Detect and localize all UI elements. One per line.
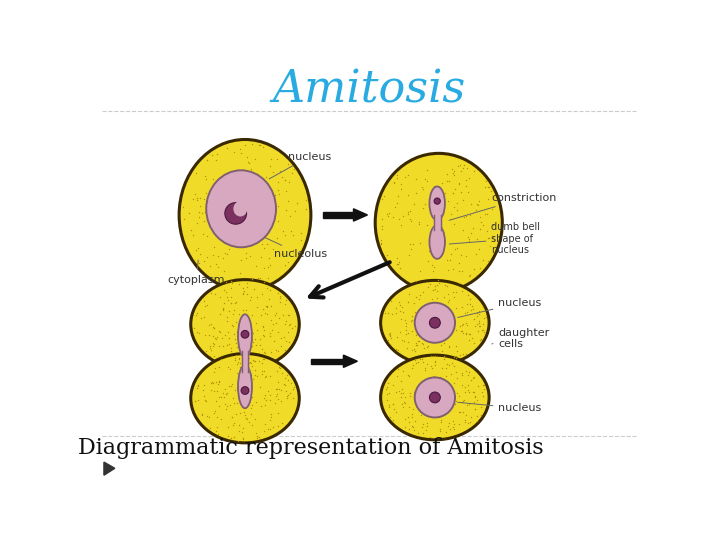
Text: nucleus: nucleus	[269, 152, 331, 179]
Polygon shape	[433, 215, 441, 230]
Ellipse shape	[381, 280, 489, 365]
Polygon shape	[354, 209, 367, 221]
Ellipse shape	[375, 153, 503, 292]
Text: nucleus: nucleus	[458, 298, 541, 318]
Text: Amitosis: Amitosis	[272, 68, 466, 111]
Text: constriction: constriction	[449, 193, 557, 220]
Polygon shape	[323, 212, 354, 218]
Polygon shape	[343, 355, 357, 367]
Ellipse shape	[179, 139, 311, 291]
Text: daughter
cells: daughter cells	[492, 328, 549, 349]
Ellipse shape	[429, 186, 445, 220]
Text: nucleus: nucleus	[458, 402, 541, 413]
Ellipse shape	[191, 354, 300, 443]
Polygon shape	[311, 359, 343, 364]
Ellipse shape	[241, 330, 249, 338]
Text: Diagrammatic representation of Amitosis: Diagrammatic representation of Amitosis	[78, 437, 544, 459]
Ellipse shape	[429, 318, 441, 328]
Ellipse shape	[238, 365, 252, 408]
Polygon shape	[242, 351, 248, 372]
Ellipse shape	[429, 392, 441, 403]
Ellipse shape	[233, 201, 248, 217]
Ellipse shape	[191, 280, 300, 369]
Text: cytoplasm: cytoplasm	[168, 260, 225, 285]
Ellipse shape	[429, 225, 445, 259]
Ellipse shape	[206, 170, 276, 247]
Text: nucleolus: nucleolus	[243, 228, 328, 259]
Ellipse shape	[381, 355, 489, 440]
Ellipse shape	[415, 377, 455, 417]
Ellipse shape	[415, 303, 455, 343]
Ellipse shape	[225, 202, 246, 224]
Polygon shape	[104, 462, 114, 475]
Ellipse shape	[241, 387, 249, 394]
Ellipse shape	[434, 198, 441, 204]
Text: dumb bell
shape of
nucleus: dumb bell shape of nucleus	[449, 222, 541, 255]
Ellipse shape	[238, 314, 252, 357]
